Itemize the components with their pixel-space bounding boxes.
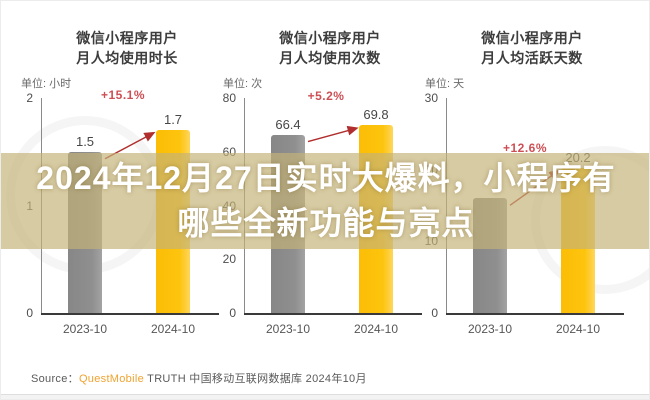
chart1-category-2024-10: 2024-10 <box>150 322 196 336</box>
chart2-ytick-80: 80 <box>222 91 236 105</box>
chart2-ytick-20: 20 <box>222 252 236 267</box>
chart3-title: 微信小程序用户 月人均活跃天数 <box>426 28 638 68</box>
headline-line1: 2024年12月27日实时大爆料，小程序有 <box>36 160 616 196</box>
chart3-category-2024-10: 2024-10 <box>555 322 601 336</box>
headline-banner: 2024年12月27日实时大爆料，小程序有 哪些全新功能与亮点 <box>1 153 649 249</box>
chart2-growth-label: +5.2% <box>307 89 345 103</box>
chart3-ytick-0: 0 <box>431 306 438 320</box>
chart2-title-line2: 月人均使用次数 <box>279 50 381 66</box>
bottom-edge-strip <box>1 394 649 399</box>
chart1-unit-label: 单位: 小时 <box>21 78 72 90</box>
chart2-category-2023-10: 2023-10 <box>265 322 311 336</box>
chart2-growth-arrow <box>307 125 359 143</box>
source-attribution: Source：QuestMobile TRUTH 中国移动互联网数据库 2024… <box>31 370 367 386</box>
chart1-title-line2: 月人均使用时长 <box>76 50 178 66</box>
chart2-title-line1: 微信小程序用户 <box>279 30 381 46</box>
chart3-title-line1: 微信小程序用户 <box>481 30 583 46</box>
chart2-value-2024-10: 69.8 <box>363 107 389 123</box>
chart1-category-2023-10: 2023-10 <box>62 322 108 336</box>
chart2-unit-label: 单位: 次 <box>223 78 263 90</box>
chart3-x-axis <box>446 313 624 315</box>
source-prefix: Source： <box>31 373 79 385</box>
chart1-value-2024-10: 1.7 <box>163 112 183 128</box>
chart2-x-axis <box>244 313 422 315</box>
chart2-category-2024-10: 2024-10 <box>353 322 399 336</box>
chart1-ytick-0: 0 <box>26 306 33 320</box>
chart1-title: 微信小程序用户 月人均使用时长 <box>21 28 233 68</box>
chart3-ytick-30: 30 <box>424 91 438 105</box>
headline-line2: 哪些全新功能与亮点 <box>177 205 475 241</box>
chart2-value-2023-10: 66.4 <box>275 116 301 132</box>
chart2-ytick-0: 0 <box>229 306 236 320</box>
chart1-title-line1: 微信小程序用户 <box>76 30 178 46</box>
chart1-value-2023-10: 1.5 <box>75 133 95 149</box>
chart1-growth-label: +15.1% <box>100 88 146 102</box>
chart1-ytick-2: 2 <box>26 91 33 105</box>
chart3-unit-label: 单位: 天 <box>425 78 465 90</box>
chart3-title-line2: 月人均活跃天数 <box>481 50 583 66</box>
chart3-growth-label: +12.6% <box>502 141 548 155</box>
source-rest: TRUTH 中国移动互联网数据库 2024年10月 <box>144 373 367 385</box>
chart3-category-2023-10: 2023-10 <box>467 322 513 336</box>
source-brand: QuestMobile <box>78 373 145 385</box>
chart1-x-axis <box>41 313 219 315</box>
chart2-title: 微信小程序用户 月人均使用次数 <box>224 28 436 68</box>
